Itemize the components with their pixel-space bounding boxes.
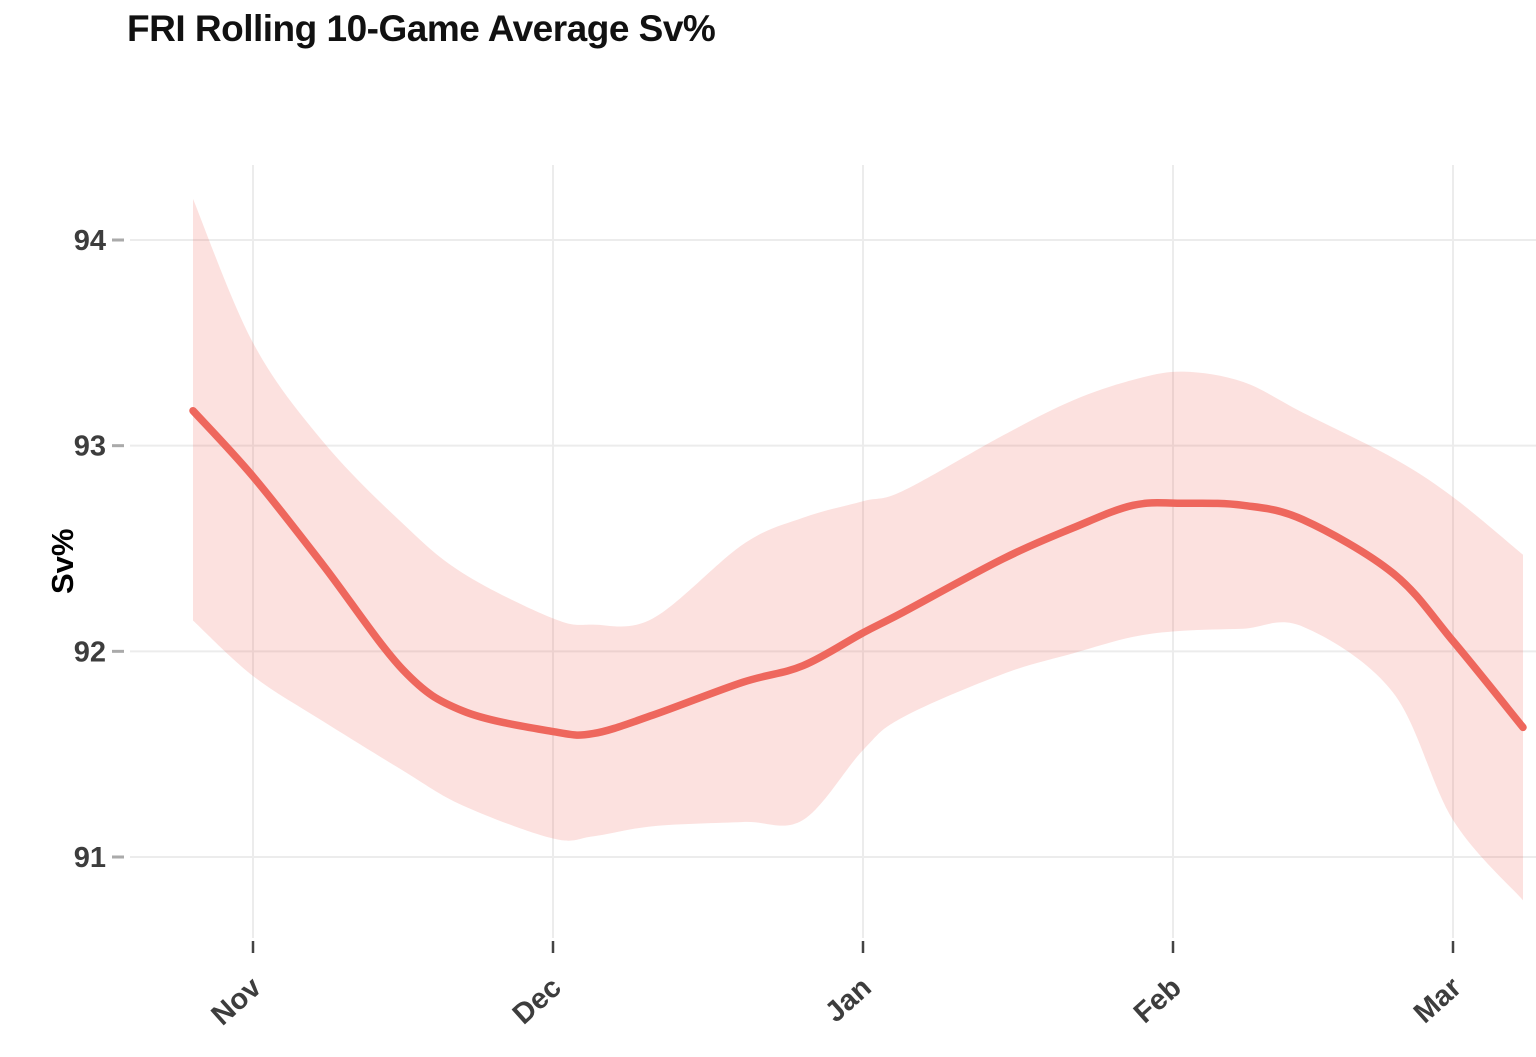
y-tick-label: 94 xyxy=(74,225,106,257)
y-tick-label: 93 xyxy=(74,431,106,463)
x-tick-label: Dec xyxy=(507,971,568,1030)
series-line xyxy=(189,406,1527,739)
x-tick-label: Feb xyxy=(1128,971,1188,1029)
confidence-band xyxy=(193,198,1523,901)
chart-title: FRI Rolling 10-Game Average Sv% xyxy=(127,8,716,49)
x-tick-label: Nov xyxy=(206,971,268,1031)
x-tick-label: Jan xyxy=(819,971,878,1028)
y-tick-label: 92 xyxy=(74,636,106,668)
x-tick-label: Mar xyxy=(1408,971,1468,1029)
y-tick-label: 91 xyxy=(74,842,106,874)
